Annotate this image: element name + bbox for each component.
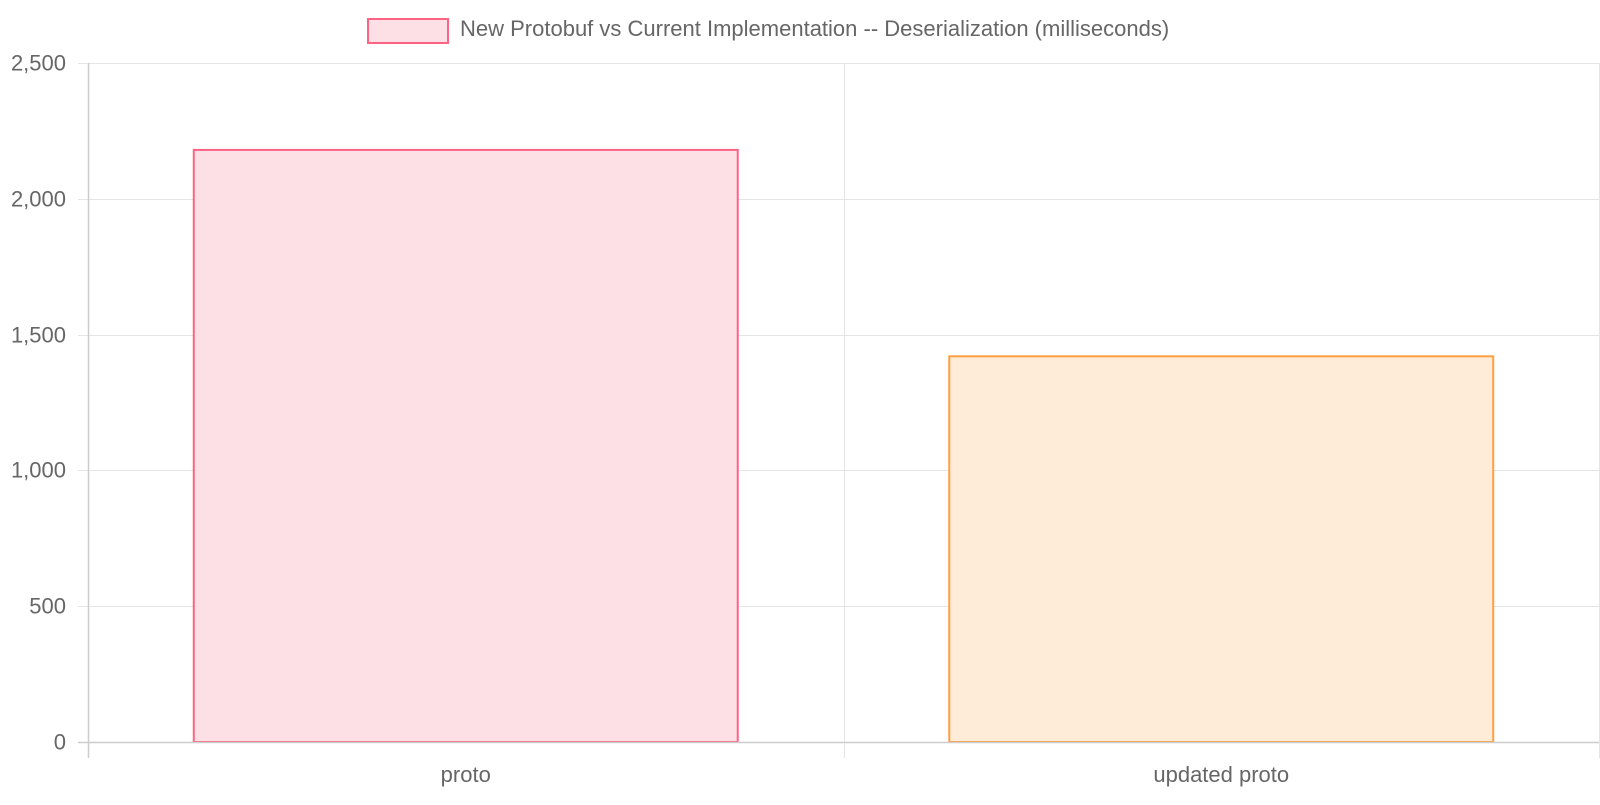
axes [78,63,1599,758]
legend-swatch [367,18,449,44]
legend[interactable]: New Protobuf vs Current Implementation -… [367,16,1169,44]
y-tick-label: 2,000 [11,187,66,212]
bar-proto[interactable] [192,148,739,744]
bar-updated-proto[interactable] [948,355,1495,743]
y-axis-ticks: 0 500 1,000 1,500 2,000 2,500 [11,51,66,755]
legend-label: New Protobuf vs Current Implementation -… [460,16,1169,41]
y-tick-label: 500 [29,594,66,619]
y-tick-label: 1,000 [11,458,66,483]
x-axis-ticks: proto updated proto [441,762,1289,787]
x-tick-label: updated proto [1153,762,1289,787]
x-tick-label: proto [441,762,491,787]
y-tick-label: 2,500 [11,51,66,76]
bars [192,148,1495,744]
y-tick-label: 0 [54,730,66,755]
y-tick-label: 1,500 [11,323,66,348]
